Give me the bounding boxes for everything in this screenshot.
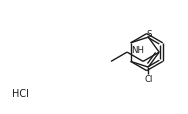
Text: NH: NH bbox=[131, 45, 144, 54]
Text: Cl: Cl bbox=[144, 75, 152, 84]
Text: HCl: HCl bbox=[12, 88, 29, 98]
Text: S: S bbox=[146, 29, 152, 38]
